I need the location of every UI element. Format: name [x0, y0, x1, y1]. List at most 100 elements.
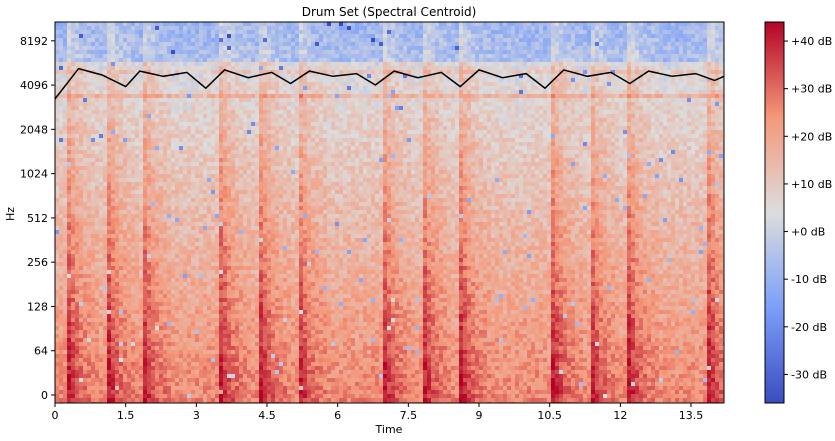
heatmap-cell	[159, 150, 163, 154]
heatmap-cell	[239, 286, 243, 290]
heatmap-cell	[187, 74, 191, 78]
heatmap-cell	[127, 370, 131, 374]
heatmap-cell	[123, 238, 127, 242]
heatmap-cell	[239, 378, 243, 382]
heatmap-cell	[55, 250, 59, 254]
heatmap-cell	[199, 38, 203, 42]
heatmap-cell	[163, 250, 167, 254]
heatmap-cell	[219, 194, 223, 198]
heatmap-cell	[219, 82, 223, 86]
heatmap-cell	[115, 66, 119, 70]
heatmap-cell	[231, 270, 235, 274]
heatmap-cell	[119, 346, 123, 350]
heatmap-cell	[83, 42, 87, 46]
heatmap-cell	[219, 334, 223, 338]
heatmap-cell	[219, 122, 223, 126]
heatmap-cell	[231, 178, 235, 182]
heatmap-cell	[115, 78, 119, 82]
heatmap-cell	[195, 206, 199, 210]
heatmap-cell	[107, 278, 111, 282]
heatmap-cell	[235, 22, 239, 26]
heatmap-cell	[63, 334, 67, 338]
heatmap-cell	[199, 138, 203, 142]
heatmap-cell	[223, 66, 227, 70]
heatmap-cell	[227, 74, 231, 78]
heatmap-cell	[115, 146, 119, 150]
heatmap-cell	[111, 102, 115, 106]
heatmap-cell	[79, 282, 83, 286]
heatmap-cell	[95, 98, 99, 102]
heatmap-cell	[91, 50, 95, 54]
heatmap-cell	[59, 218, 63, 222]
heatmap-cell	[243, 134, 247, 138]
heatmap-cell	[91, 42, 95, 46]
heatmap-cell	[223, 238, 227, 242]
heatmap-cell	[163, 30, 167, 34]
heatmap-cell	[135, 330, 139, 334]
heatmap-cell	[91, 142, 95, 146]
heatmap-cell	[155, 94, 159, 98]
heatmap-cell	[179, 138, 183, 142]
heatmap-cell	[203, 198, 207, 202]
heatmap-cell	[235, 226, 239, 230]
heatmap-cell	[167, 318, 171, 322]
heatmap-cell	[215, 174, 219, 178]
heatmap-cell	[67, 26, 71, 30]
heatmap-cell	[259, 258, 263, 262]
heatmap-cell	[131, 334, 135, 338]
heatmap-cell	[151, 226, 155, 230]
heatmap-cell	[171, 218, 175, 222]
heatmap-cell	[239, 138, 243, 142]
heatmap-cell	[211, 278, 215, 282]
heatmap-cell	[143, 22, 147, 26]
heatmap-cell	[183, 46, 187, 50]
heatmap-cell	[187, 174, 191, 178]
heatmap-cell	[171, 382, 175, 386]
heatmap-cell	[219, 282, 223, 286]
heatmap-cell	[111, 398, 115, 402]
heatmap-cell	[159, 122, 163, 126]
heatmap-cell	[227, 234, 231, 238]
heatmap-cell	[239, 26, 243, 30]
heatmap-cell	[231, 46, 235, 50]
heatmap-cell	[227, 210, 231, 214]
heatmap-cell	[187, 342, 191, 346]
heatmap-cell	[135, 202, 139, 206]
heatmap-cell	[235, 118, 239, 122]
heatmap-cell	[167, 242, 171, 246]
heatmap-cell	[59, 126, 63, 130]
heatmap-cell	[199, 250, 203, 254]
heatmap-cell	[187, 114, 191, 118]
heatmap-cell	[119, 310, 123, 314]
heatmap-cell	[207, 114, 211, 118]
heatmap-cell	[227, 54, 231, 58]
heatmap-cell	[103, 290, 107, 294]
heatmap-cell	[207, 210, 211, 214]
heatmap-cell	[107, 242, 111, 246]
heatmap-cell	[247, 62, 251, 66]
heatmap-cell	[239, 242, 243, 246]
heatmap-cell	[63, 322, 67, 326]
heatmap-cell	[63, 102, 67, 106]
heatmap-cell	[219, 386, 223, 390]
heatmap-cell	[211, 214, 215, 218]
heatmap-cell	[191, 66, 195, 70]
heatmap-cell	[203, 42, 207, 46]
heatmap-cell	[255, 70, 259, 74]
heatmap-cell	[167, 106, 171, 110]
heatmap-cell	[199, 286, 203, 290]
heatmap-cell	[211, 262, 215, 266]
heatmap-cell	[239, 118, 243, 122]
heatmap-cell	[191, 142, 195, 146]
heatmap-cell	[235, 330, 239, 334]
heatmap-cell	[219, 362, 223, 366]
heatmap-cell	[91, 258, 95, 262]
heatmap-cell	[195, 190, 199, 194]
heatmap-cell	[243, 54, 247, 58]
heatmap-cell	[147, 102, 151, 106]
heatmap-cell	[83, 278, 87, 282]
heatmap-cell	[63, 378, 67, 382]
heatmap-cell	[203, 186, 207, 190]
heatmap-cell	[79, 150, 83, 154]
heatmap-cell	[167, 286, 171, 290]
